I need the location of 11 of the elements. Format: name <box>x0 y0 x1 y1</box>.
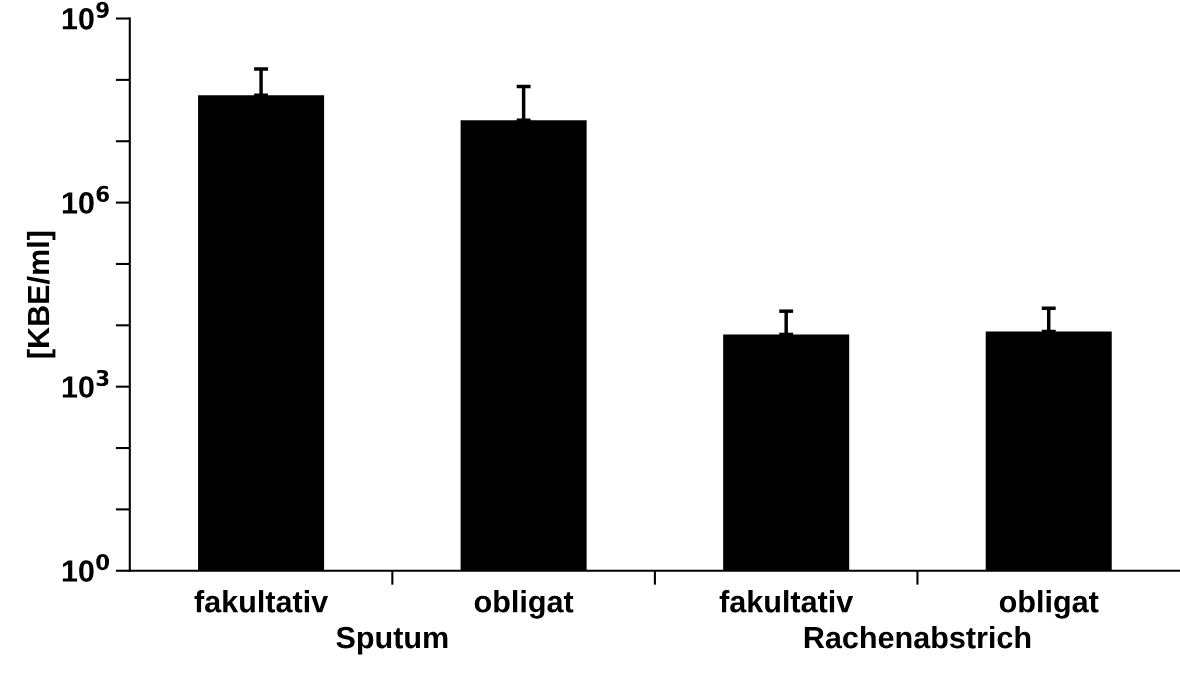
text: Rachenabstrich <box>804 625 1031 649</box>
y-tick-label: 10$^{9}$ <box>62 1 109 30</box>
y-tick-label: 10$^{6}$ <box>62 185 109 214</box>
x-tick-label: obligat <box>999 590 1099 619</box>
x-tick-label: fakultativ <box>719 590 854 613</box>
y-tick-label: 10$^{0}$ <box>62 554 110 582</box>
text: Sputum <box>336 626 448 655</box>
x-tick-label: fakultativ <box>194 590 329 613</box>
x-tick-label: obligat <box>474 590 574 619</box>
y-tick-label: 10$^{3}$ <box>62 369 109 398</box>
y-axis-title: [KBE/ml] <box>26 231 56 358</box>
